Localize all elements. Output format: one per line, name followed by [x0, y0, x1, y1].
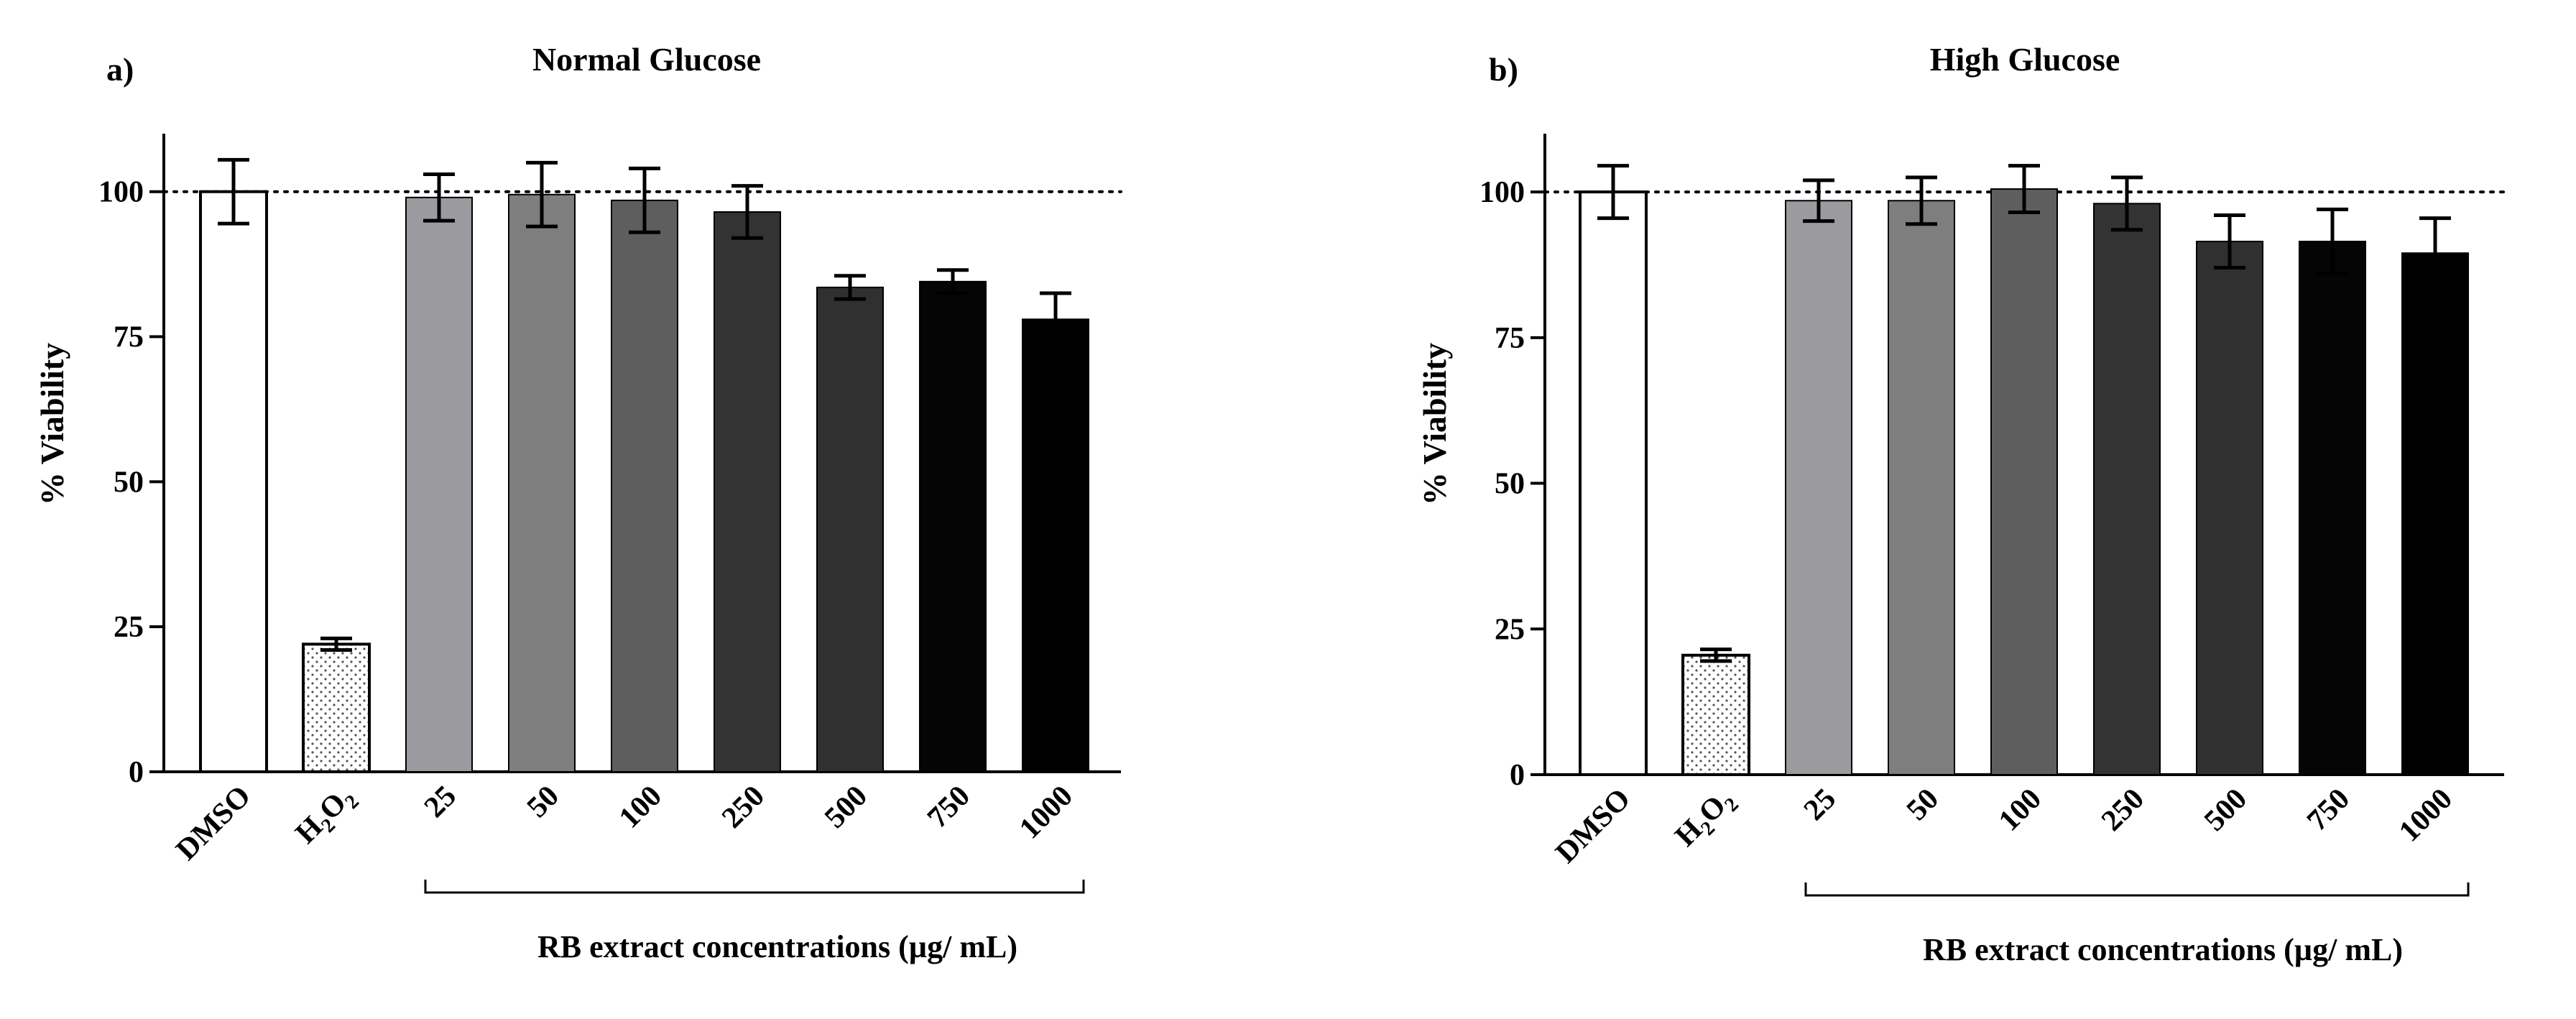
y-tick-label: 0	[1510, 759, 1525, 792]
x-tick-label: 500	[818, 780, 874, 835]
bar	[2093, 203, 2161, 775]
y-axis-label: % Viability	[1416, 343, 1453, 505]
x-tick-label: 250	[2095, 783, 2151, 838]
bar	[1022, 318, 1089, 773]
x-tick-label: 50	[521, 780, 565, 824]
bar	[1888, 200, 1955, 776]
panel-normal-glucose: a) Normal Glucose % Viability 0 25 50 75 100…	[34, 41, 1122, 964]
x-tick-label: 750	[2301, 783, 2356, 838]
y-tick-label: 0	[129, 756, 144, 789]
bar	[919, 280, 987, 773]
chart-title: High Glucose	[1930, 41, 2120, 78]
y-tick-label: 25	[114, 611, 144, 644]
bar	[1579, 190, 1648, 777]
y-tick-label: 25	[1495, 613, 1525, 646]
x-tick-label: H2O2	[1669, 783, 1743, 857]
y-tick-label: 50	[1495, 468, 1525, 501]
bar	[816, 286, 884, 773]
bar	[2196, 241, 2263, 775]
bar	[611, 199, 678, 773]
bar	[199, 190, 268, 773]
bar	[302, 642, 371, 774]
bar	[405, 196, 473, 773]
bar	[1785, 200, 1852, 776]
bar	[1681, 653, 1750, 776]
y-tick-label: 100	[1479, 176, 1525, 209]
x-tick-label: DMSO	[170, 780, 257, 867]
bar	[1990, 188, 2058, 775]
group-label: RB extract concentrations (µg/ mL)	[1923, 932, 2403, 967]
x-tick-label: 25	[1798, 783, 1842, 827]
x-tick-label: 500	[2198, 783, 2253, 838]
bar	[2299, 241, 2366, 775]
plot-area: 0 25 50 75 100 DMSO H2O2 25 50 100 250 500 750 1000	[98, 134, 1122, 894]
x-tick-label: 1000	[2393, 783, 2459, 849]
y-tick-label: 50	[114, 466, 144, 499]
group-bracket	[1804, 882, 2470, 897]
x-tick-label: 100	[1993, 783, 2048, 838]
chart-title: Normal Glucose	[532, 41, 761, 78]
group-bracket	[424, 880, 1085, 894]
y-axis-label: % Viability	[34, 343, 70, 505]
bar	[2401, 252, 2469, 775]
x-tick-label: H2O2	[290, 780, 364, 854]
y-tick-label: 75	[1495, 322, 1525, 355]
panel-letter: a)	[106, 51, 134, 88]
x-tick-label: 25	[418, 780, 463, 824]
x-tick-label: 1000	[1013, 780, 1079, 846]
panel-high-glucose: b) High Glucose % Viability 0 25 50 75 100 DM…	[1416, 41, 2506, 967]
panel-letter: b)	[1489, 51, 1518, 88]
y-tick-label: 75	[114, 321, 144, 354]
plot-area: 0 25 50 75 100 DMSO H2O2 25 50 100 250 500 750 1000	[1479, 134, 2506, 897]
group-label: RB extract concentrations (µg/ mL)	[537, 929, 1017, 964]
bar	[508, 193, 576, 773]
x-tick-label: DMSO	[1549, 783, 1637, 870]
x-tick-label: 750	[921, 780, 977, 835]
bar	[714, 211, 781, 773]
x-tick-label: 250	[716, 780, 771, 835]
x-tick-label: 100	[613, 780, 668, 835]
y-tick-label: 100	[98, 176, 144, 209]
x-tick-label: 50	[1901, 783, 1945, 827]
